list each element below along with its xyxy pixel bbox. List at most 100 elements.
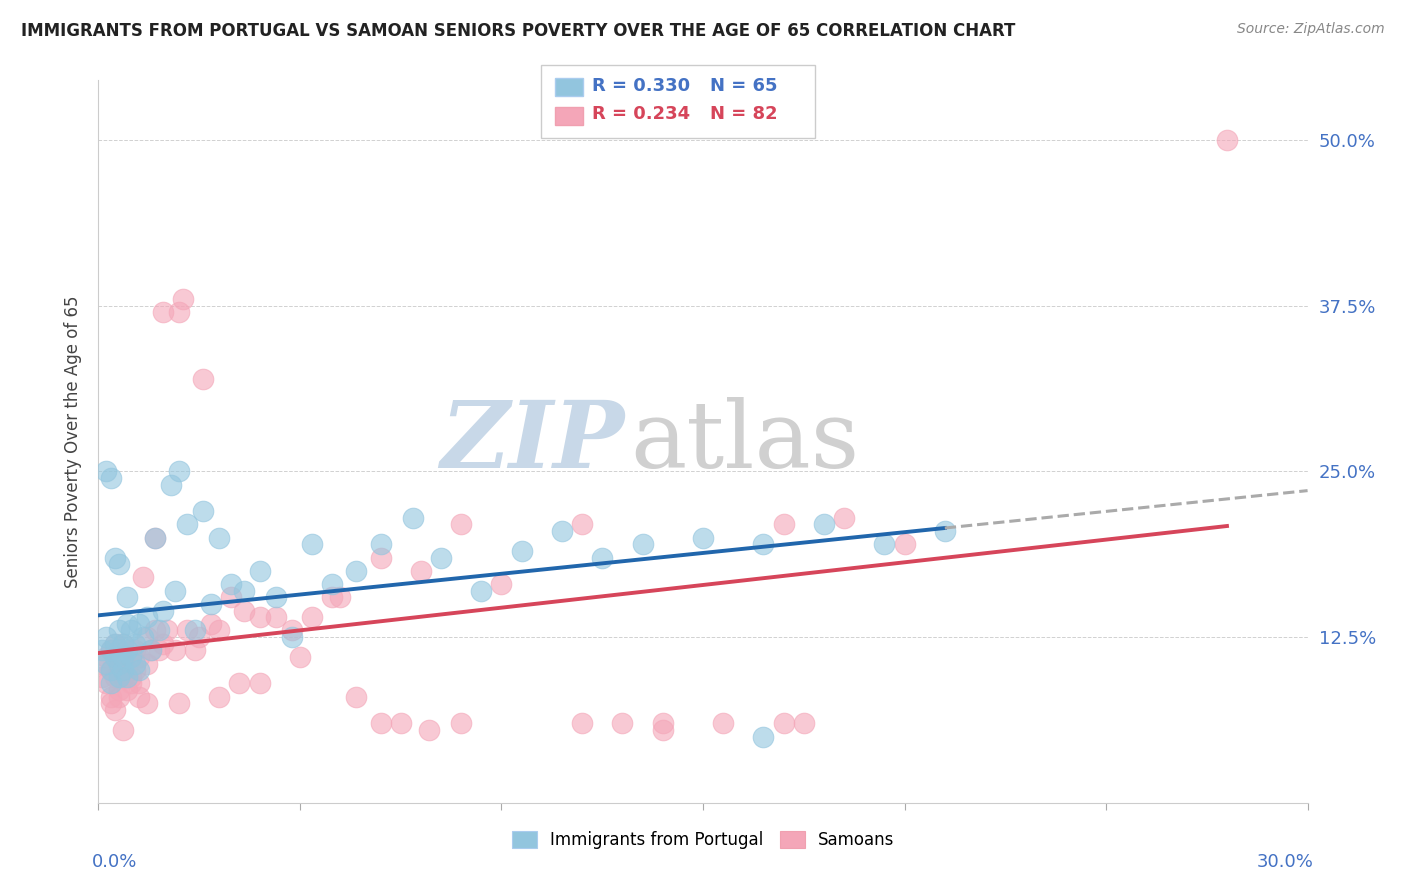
Point	[100, 471, 122, 485]
Point	[111, 663, 134, 677]
Point	[132, 570, 155, 584]
Point	[208, 531, 231, 545]
Point	[120, 643, 142, 657]
Point	[1216, 133, 1239, 147]
Point	[873, 537, 896, 551]
Point	[139, 643, 162, 657]
Point	[96, 650, 118, 665]
Point	[188, 630, 211, 644]
Point	[772, 517, 794, 532]
Point	[107, 657, 129, 671]
Point	[167, 697, 190, 711]
Point	[172, 292, 194, 306]
Point	[329, 591, 352, 605]
Point	[100, 663, 122, 677]
Point	[450, 716, 472, 731]
Text: ZIP: ZIP	[440, 397, 624, 486]
Point	[249, 610, 271, 624]
Point	[124, 657, 146, 671]
Point	[221, 577, 243, 591]
Point	[115, 683, 138, 698]
Point	[612, 716, 634, 731]
Point	[135, 697, 157, 711]
Text: Source: ZipAtlas.com: Source: ZipAtlas.com	[1237, 22, 1385, 37]
Text: 30.0%: 30.0%	[1257, 854, 1313, 871]
Point	[232, 603, 254, 617]
Point	[370, 550, 392, 565]
Point	[96, 657, 118, 671]
Point	[96, 676, 118, 690]
Point	[370, 716, 392, 731]
Point	[193, 504, 215, 518]
Point	[793, 716, 815, 731]
Point	[167, 464, 190, 478]
Point	[91, 643, 114, 657]
Point	[107, 557, 129, 571]
Point	[135, 610, 157, 624]
Point	[163, 643, 186, 657]
Point	[128, 663, 150, 677]
Point	[571, 716, 593, 731]
Point	[409, 564, 432, 578]
Point	[692, 531, 714, 545]
Point	[100, 643, 122, 657]
Point	[301, 610, 323, 624]
Point	[156, 624, 179, 638]
Point	[281, 624, 304, 638]
Point	[91, 670, 114, 684]
Point	[152, 637, 174, 651]
Point	[200, 597, 222, 611]
Point	[208, 690, 231, 704]
Point	[107, 624, 129, 638]
Point	[470, 583, 492, 598]
Text: IMMIGRANTS FROM PORTUGAL VS SAMOAN SENIORS POVERTY OVER THE AGE OF 65 CORRELATIO: IMMIGRANTS FROM PORTUGAL VS SAMOAN SENIO…	[21, 22, 1015, 40]
Point	[103, 637, 125, 651]
Point	[100, 643, 122, 657]
Point	[221, 591, 243, 605]
Point	[167, 305, 190, 319]
Point	[389, 716, 412, 731]
Point	[402, 510, 425, 524]
Point	[752, 537, 775, 551]
Text: R = 0.234: R = 0.234	[592, 105, 690, 123]
Point	[115, 670, 138, 684]
Point	[107, 650, 129, 665]
Point	[143, 531, 166, 545]
Point	[184, 643, 207, 657]
Point	[249, 676, 271, 690]
Point	[208, 624, 231, 638]
Point	[321, 591, 343, 605]
Point	[96, 464, 118, 478]
Point	[651, 723, 673, 737]
Point	[370, 537, 392, 551]
Point	[711, 716, 734, 731]
Point	[96, 630, 118, 644]
Point	[772, 716, 794, 731]
Point	[631, 537, 654, 551]
Point	[132, 630, 155, 644]
Point	[128, 690, 150, 704]
Point	[107, 670, 129, 684]
Point	[321, 577, 343, 591]
Point	[176, 517, 198, 532]
Point	[152, 305, 174, 319]
Text: N = 82: N = 82	[710, 105, 778, 123]
Point	[893, 537, 915, 551]
Point	[120, 624, 142, 638]
Point	[813, 517, 835, 532]
Point	[115, 663, 138, 677]
Legend: Immigrants from Portugal, Samoans: Immigrants from Portugal, Samoans	[505, 824, 901, 856]
Point	[103, 670, 125, 684]
Point	[135, 630, 157, 644]
Y-axis label: Seniors Poverty Over the Age of 65: Seniors Poverty Over the Age of 65	[65, 295, 83, 588]
Point	[103, 650, 125, 665]
Point	[288, 650, 311, 665]
Point	[128, 650, 150, 665]
Point	[430, 550, 453, 565]
Point	[651, 716, 673, 731]
Point	[124, 637, 146, 651]
Point	[832, 510, 855, 524]
Point	[143, 531, 166, 545]
Point	[232, 583, 254, 598]
Point	[111, 650, 134, 665]
